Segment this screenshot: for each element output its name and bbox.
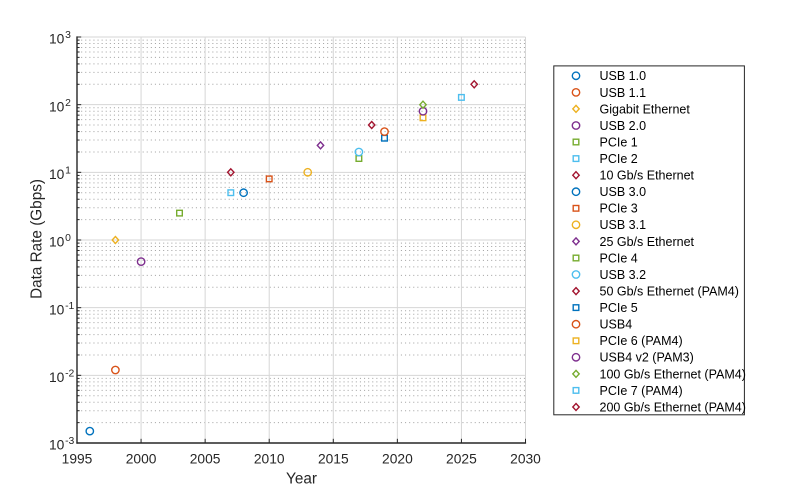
svg-text:10: 10 — [49, 167, 65, 182]
svg-text:USB 2.0: USB 2.0 — [600, 119, 647, 133]
svg-text:PCIe 1: PCIe 1 — [600, 135, 638, 149]
svg-text:10: 10 — [49, 99, 65, 114]
svg-text:USB 3.0: USB 3.0 — [600, 185, 647, 199]
svg-text:2010: 2010 — [254, 452, 285, 467]
svg-text:Gigabit Ethernet: Gigabit Ethernet — [600, 102, 691, 116]
svg-text:100 Gb/s Ethernet (PAM4): 100 Gb/s Ethernet (PAM4) — [600, 367, 746, 381]
svg-text:2005: 2005 — [190, 452, 221, 467]
svg-text:PCIe 4: PCIe 4 — [600, 251, 638, 265]
svg-text:USB 1.1: USB 1.1 — [600, 86, 647, 100]
svg-text:10: 10 — [49, 235, 65, 250]
svg-text:25 Gb/s Ethernet: 25 Gb/s Ethernet — [600, 235, 695, 249]
svg-text:2025: 2025 — [446, 452, 477, 467]
svg-text:PCIe 5: PCIe 5 — [600, 301, 638, 315]
svg-text:USB 1.0: USB 1.0 — [600, 69, 647, 83]
svg-text:USB4: USB4 — [600, 318, 633, 332]
svg-text:PCIe 2: PCIe 2 — [600, 152, 638, 166]
svg-text:-2: -2 — [65, 368, 74, 379]
svg-text:10: 10 — [49, 438, 65, 453]
svg-text:PCIe 6 (PAM4): PCIe 6 (PAM4) — [600, 334, 683, 348]
svg-text:2030: 2030 — [510, 452, 541, 467]
svg-text:PCIe 7 (PAM4): PCIe 7 (PAM4) — [600, 384, 683, 398]
svg-text:Year: Year — [286, 470, 317, 487]
svg-text:10: 10 — [49, 302, 65, 317]
svg-text:50 Gb/s Ethernet (PAM4): 50 Gb/s Ethernet (PAM4) — [600, 285, 739, 299]
svg-text:10 Gb/s Ethernet: 10 Gb/s Ethernet — [600, 169, 695, 183]
svg-text:2000: 2000 — [126, 452, 157, 467]
svg-text:-3: -3 — [65, 436, 74, 447]
svg-text:PCIe 3: PCIe 3 — [600, 202, 638, 216]
svg-text:200 Gb/s Ethernet (PAM4): 200 Gb/s Ethernet (PAM4) — [600, 400, 746, 414]
svg-text:2015: 2015 — [318, 452, 349, 467]
svg-text:-1: -1 — [65, 301, 74, 312]
svg-text:1995: 1995 — [62, 452, 93, 467]
svg-text:Data Rate (Gbps): Data Rate (Gbps) — [28, 179, 45, 299]
svg-text:10: 10 — [49, 32, 65, 47]
svg-text:10: 10 — [49, 370, 65, 385]
svg-text:1: 1 — [65, 165, 71, 176]
svg-text:2020: 2020 — [382, 452, 413, 467]
svg-text:USB 3.1: USB 3.1 — [600, 218, 647, 232]
svg-text:2: 2 — [65, 98, 71, 109]
svg-text:USB4 v2 (PAM3): USB4 v2 (PAM3) — [600, 351, 694, 365]
svg-text:USB 3.2: USB 3.2 — [600, 268, 647, 282]
svg-text:3: 3 — [65, 30, 71, 41]
svg-text:0: 0 — [65, 233, 71, 244]
